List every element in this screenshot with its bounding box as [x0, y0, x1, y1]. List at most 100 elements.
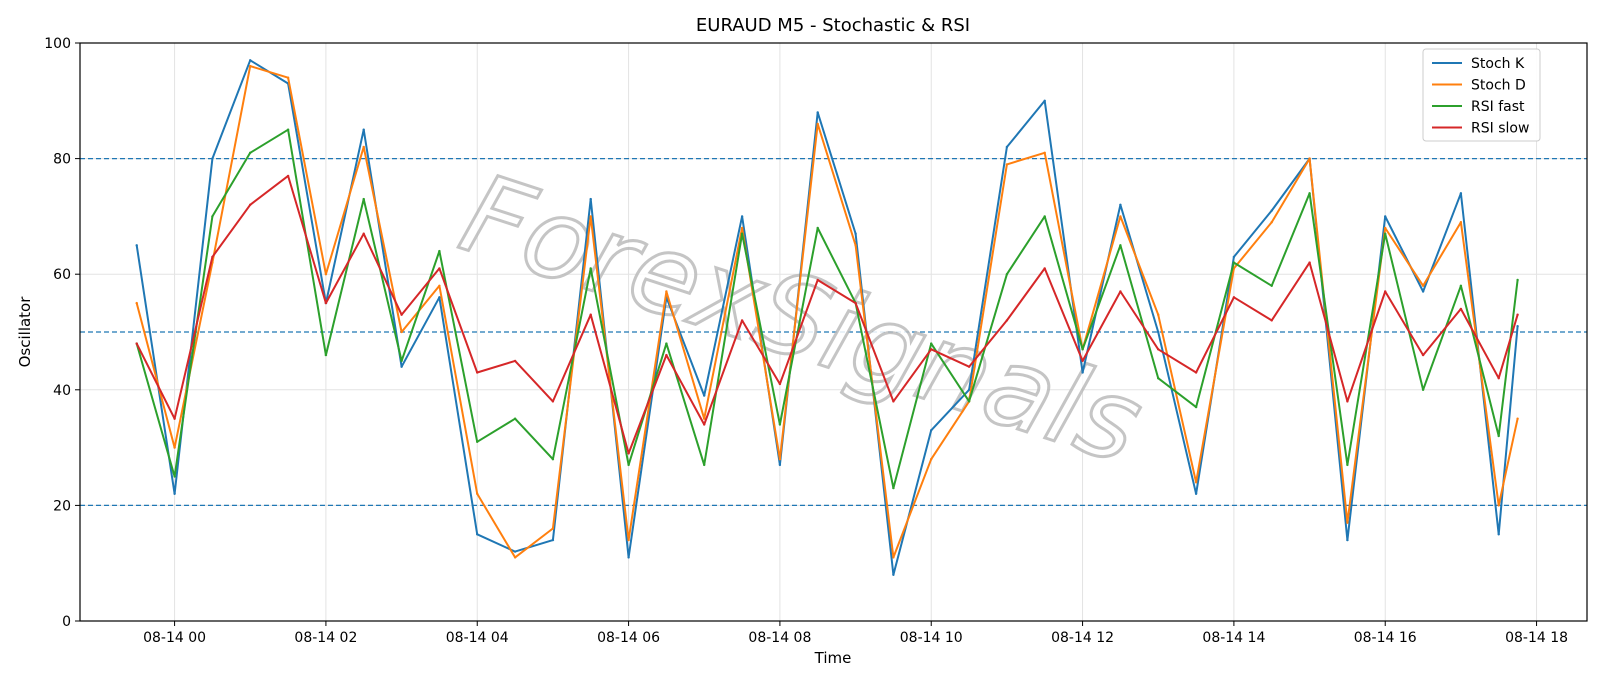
- data-point: [1270, 319, 1273, 322]
- data-point: [816, 278, 819, 282]
- data-point: [1157, 348, 1160, 351]
- data-point: [438, 267, 441, 270]
- data-point: [551, 458, 555, 461]
- y-tick-label: 20: [53, 498, 71, 514]
- chart-title: EURAUD M5 - Stochastic & RSI: [696, 15, 970, 36]
- data-point: [589, 313, 592, 316]
- y-axis-label: Oscillator: [16, 296, 34, 368]
- data-point: [438, 249, 441, 253]
- data-point: [589, 197, 592, 201]
- data-point: [892, 400, 895, 403]
- data-point: [173, 417, 176, 420]
- data-point: [1384, 215, 1387, 218]
- data-point: [1516, 313, 1519, 316]
- data-point: [1384, 226, 1387, 230]
- data-point: [249, 64, 252, 68]
- data-point: [627, 538, 630, 542]
- data-point: [1497, 377, 1500, 380]
- data-point: [778, 382, 782, 386]
- series-rsi_slow: [135, 174, 1519, 455]
- data-point: [892, 573, 895, 576]
- data-point: [1346, 521, 1349, 524]
- data-point: [967, 365, 971, 368]
- x-tick-label: 08-14 06: [597, 630, 660, 646]
- data-point: [1043, 267, 1046, 270]
- data-point: [476, 371, 479, 374]
- data-point: [967, 388, 971, 391]
- data-point: [173, 475, 176, 478]
- data-point: [211, 255, 214, 259]
- data-point: [1081, 359, 1084, 363]
- data-point: [703, 423, 706, 426]
- y-axis: 0 20 40 60 80 100: [44, 36, 80, 630]
- y-tick-label: 0: [62, 614, 71, 630]
- x-tick-label: 08-14 18: [1505, 630, 1568, 646]
- data-point: [1232, 296, 1236, 299]
- data-point: [1346, 538, 1349, 542]
- x-tick-label: 08-14 02: [294, 630, 357, 646]
- data-point: [778, 423, 782, 426]
- series-layer: [135, 59, 1519, 576]
- series-line-rsi_slow: [135, 174, 1519, 455]
- data-point: [740, 226, 744, 230]
- data-point: [1119, 203, 1122, 206]
- data-point: [513, 417, 517, 420]
- data-point: [400, 365, 403, 368]
- data-point: [740, 215, 744, 218]
- x-tick-label: 08-14 14: [1202, 630, 1265, 646]
- y-tick-label: 40: [53, 383, 71, 399]
- data-point: [1119, 290, 1122, 293]
- data-point: [703, 394, 706, 397]
- x-axis-label: Time: [814, 649, 852, 667]
- data-point: [1005, 273, 1009, 276]
- data-point: [438, 284, 441, 287]
- data-point: [400, 313, 403, 316]
- data-point: [362, 128, 365, 131]
- data-point: [1043, 99, 1046, 103]
- legend-label: RSI slow: [1471, 121, 1529, 137]
- data-point: [362, 197, 365, 201]
- data-point: [854, 244, 857, 247]
- data-point: [1421, 284, 1425, 287]
- data-point: [1270, 284, 1273, 287]
- data-point: [854, 232, 857, 235]
- plot-frame: [79, 42, 1588, 622]
- data-point: [1384, 232, 1387, 235]
- data-point: [513, 359, 517, 363]
- x-tick-label: 08-14 12: [1051, 630, 1114, 646]
- data-point: [551, 527, 555, 530]
- data-point: [1043, 151, 1046, 154]
- data-point: [513, 550, 517, 553]
- data-point: [1081, 348, 1084, 351]
- data-point: [1081, 371, 1084, 374]
- data-point: [135, 244, 138, 247]
- data-point: [1497, 504, 1500, 507]
- data-point: [1157, 313, 1160, 316]
- data-point: [513, 556, 517, 559]
- data-point: [362, 145, 365, 149]
- data-point: [1384, 290, 1387, 293]
- data-point: [1421, 353, 1425, 357]
- data-point: [740, 319, 744, 322]
- data-point: [1497, 533, 1500, 536]
- data-point: [1346, 400, 1349, 403]
- data-point: [1459, 221, 1463, 224]
- data-point: [778, 458, 782, 461]
- data-point: [778, 463, 782, 467]
- data-point: [665, 290, 668, 293]
- data-point: [1421, 388, 1425, 391]
- data-point: [589, 267, 592, 270]
- y-tick-label: 80: [53, 152, 71, 168]
- data-point: [1194, 371, 1198, 374]
- data-point: [1516, 325, 1519, 328]
- data-point: [1119, 215, 1122, 218]
- y-tick-label: 60: [53, 267, 71, 283]
- data-point: [967, 400, 971, 403]
- data-point: [476, 492, 479, 495]
- data-point: [1119, 244, 1122, 247]
- data-point: [286, 76, 290, 79]
- series-line-rsi_fast: [135, 128, 1519, 490]
- data-point: [1459, 192, 1463, 195]
- legend: Stoch K Stoch D RSI fast RSI slow: [1422, 48, 1541, 142]
